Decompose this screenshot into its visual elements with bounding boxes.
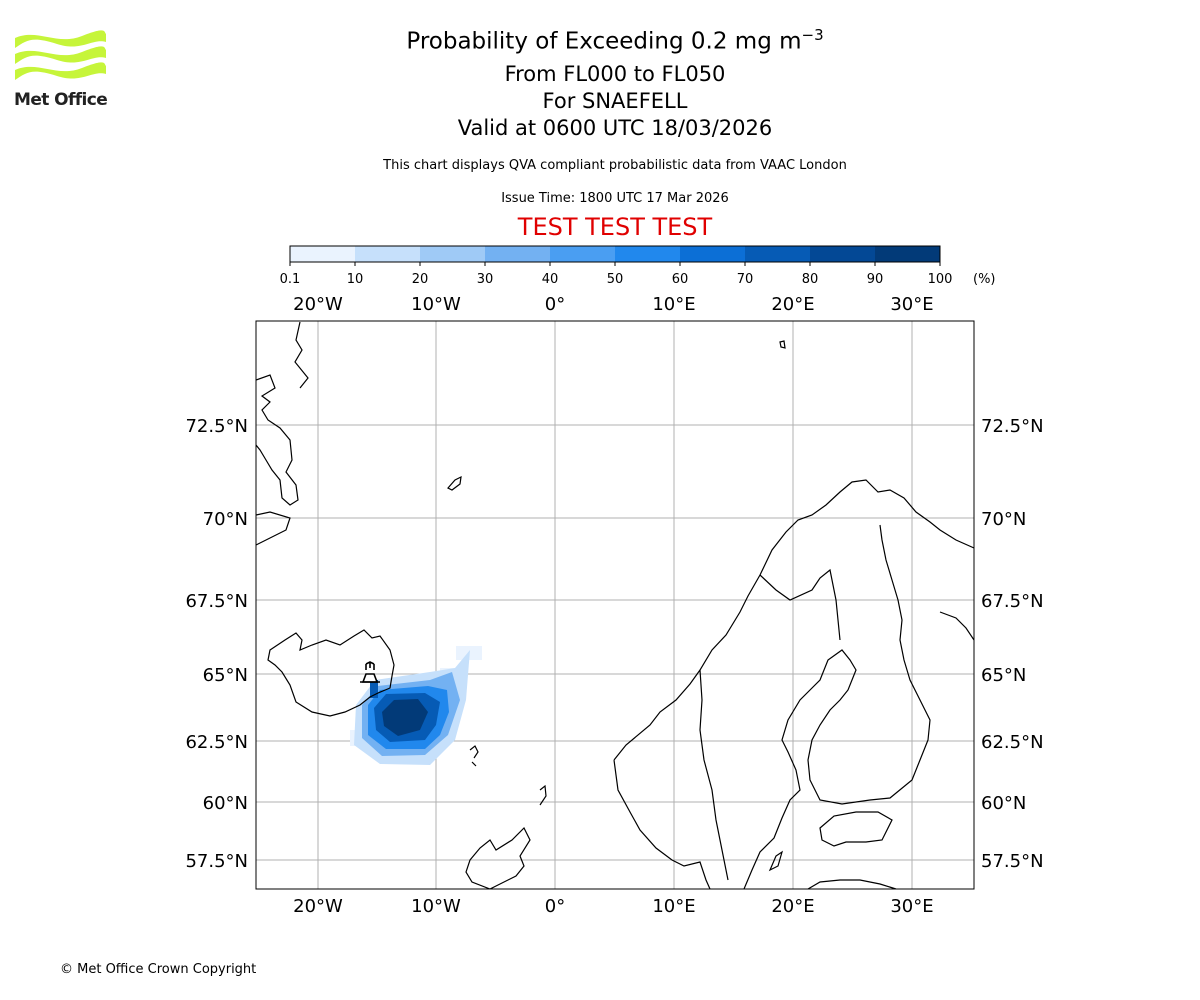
longitude-label: 10°W (411, 896, 461, 917)
longitude-label: 10°W (411, 294, 461, 315)
colorbar-segment (485, 246, 550, 262)
colorbar-segment (355, 246, 420, 262)
colorbar-tick-label: 50 (607, 272, 624, 287)
greenland-coast (256, 321, 309, 546)
longitude-labels-bottom: 20°W 10°W 0° 10°E 20°E 30°E (293, 896, 933, 917)
colorbar-tick-label: 90 (867, 272, 884, 287)
plume-deep-column (370, 680, 378, 698)
norway-sweden-border (699, 568, 841, 881)
latitude-label: 60°N (203, 793, 248, 814)
baltic-coast (768, 611, 974, 889)
volcano-name: For SNAEFELL (542, 89, 688, 113)
colorbar-segment (420, 246, 485, 262)
colorbar-segment (680, 246, 745, 262)
latitude-label: 65°N (981, 665, 1026, 686)
colorbar-tick-label: 10 (347, 272, 364, 287)
latitude-label: 57.5°N (981, 851, 1044, 872)
plume-core (382, 699, 428, 736)
longitude-label: 0° (545, 294, 565, 315)
longitude-label: 30°E (890, 896, 933, 917)
latitude-labels-left: 72.5°N 70°N 67.5°N 65°N 62.5°N 60°N 57.5°N (185, 416, 248, 872)
colorbar-segment (745, 246, 810, 262)
colorbar-segment (810, 246, 875, 262)
coastlines (256, 321, 974, 889)
scotland-coast (465, 826, 531, 889)
met-office-logo-icon (15, 30, 106, 80)
colorbar-segment (550, 246, 615, 262)
sweden-coast (743, 524, 931, 889)
latitude-label: 70°N (981, 509, 1026, 530)
colorbar-segment (875, 246, 940, 262)
flight-levels: From FL000 to FL050 (504, 62, 726, 86)
latitude-label: 67.5°N (185, 591, 248, 612)
issue-time: Issue Time: 1800 UTC 17 Mar 2026 (501, 191, 729, 206)
colorbar-tick-label: 70 (737, 272, 754, 287)
latitude-label: 57.5°N (185, 851, 248, 872)
colorbar-tick-label: 20 (412, 272, 429, 287)
longitude-label: 10°E (652, 896, 695, 917)
longitude-label: 20°E (771, 294, 814, 315)
volcano-icon (360, 661, 380, 683)
shetland-coast (539, 784, 547, 806)
latitude-label: 62.5°N (185, 732, 248, 753)
latitude-labels-right: 72.5°N 70°N 67.5°N 65°N 62.5°N 60°N 57.5°N (981, 416, 1044, 872)
longitude-label: 30°E (890, 294, 933, 315)
valid-time: Valid at 0600 UTC 18/03/2026 (457, 116, 773, 140)
colorbar-segment (290, 246, 355, 262)
test-banner: TEST TEST TEST (517, 213, 713, 241)
latitude-label: 70°N (203, 509, 248, 530)
small-island-coast (779, 340, 786, 349)
latitude-label: 72.5°N (185, 416, 248, 437)
longitude-labels-top: 20°W 10°W 0° 10°E 20°E 30°E (293, 294, 933, 315)
latitude-label: 60°N (981, 793, 1026, 814)
colorbar-tick-label: 80 (802, 272, 819, 287)
colorbar-tick-label: 100 (928, 272, 953, 287)
jan-mayen-coast (447, 475, 462, 491)
ash-plume (350, 646, 482, 765)
map-frame (256, 321, 974, 889)
copyright: © Met Office Crown Copyright (60, 962, 257, 977)
scandinavia-coast (613, 479, 974, 889)
longitude-label: 10°E (652, 294, 695, 315)
colorbar-tick-label: 0.1 (280, 272, 301, 287)
map-border (255, 320, 975, 890)
qva-note: This chart displays QVA compliant probab… (383, 158, 847, 173)
latitude-label: 72.5°N (981, 416, 1044, 437)
colorbar-tick-label: 30 (477, 272, 494, 287)
longitude-label: 20°W (293, 294, 343, 315)
longitude-label: 0° (545, 896, 565, 917)
faroe-coast (469, 745, 479, 767)
latitude-label: 65°N (203, 665, 248, 686)
colorbar-tick-label: 40 (542, 272, 559, 287)
chart-title: Probability of Exceeding 0.2 mg m−3 (406, 26, 824, 55)
colorbar-segment (615, 246, 680, 262)
logo-text: Met Office (14, 90, 108, 110)
iceland-coast (267, 629, 395, 717)
longitude-label: 20°E (771, 896, 814, 917)
colorbar-unit: (%) (973, 272, 996, 287)
longitude-label: 20°W (293, 896, 343, 917)
latitude-label: 67.5°N (981, 591, 1044, 612)
latitude-label: 62.5°N (981, 732, 1044, 753)
colorbar: 0.1 10 20 30 40 50 60 70 80 90 100 (280, 245, 953, 287)
colorbar-tick-label: 60 (672, 272, 689, 287)
